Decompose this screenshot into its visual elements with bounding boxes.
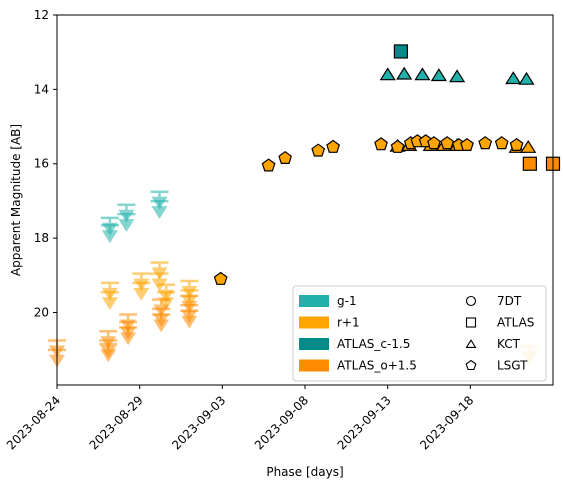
legend-label: 7DT xyxy=(497,294,522,308)
legend-swatch xyxy=(299,316,329,329)
upper-limit-marker xyxy=(150,199,169,219)
upper-limit-marker xyxy=(152,313,171,333)
series-g-1-detection xyxy=(379,66,535,85)
pentagon-point xyxy=(213,271,228,285)
triangle-point xyxy=(520,139,537,153)
pentagon-point xyxy=(374,137,388,151)
triangle-point xyxy=(414,67,431,81)
triangle-point xyxy=(430,68,447,82)
pentagon-point xyxy=(494,136,509,150)
legend-label: KCT xyxy=(497,337,521,351)
y-tick-label: 16 xyxy=(34,157,49,171)
pentagon-point xyxy=(390,139,405,153)
pentagon-point xyxy=(478,136,493,150)
y-tick-label: 14 xyxy=(34,82,49,96)
triangle-point xyxy=(518,71,535,85)
upper-limit-marker xyxy=(100,224,119,244)
legend-swatch xyxy=(299,338,329,350)
legend-pentagon-marker xyxy=(465,359,477,371)
series-g-1-upper_limit xyxy=(100,190,169,244)
pentagon-point xyxy=(311,143,326,157)
x-tick-label: 2023-09-18 xyxy=(417,393,476,452)
y-tick-label: 12 xyxy=(34,8,49,22)
legend-label: g-1 xyxy=(337,294,357,308)
legend-box xyxy=(292,285,547,382)
legend-triangle-marker xyxy=(465,339,477,348)
legend-label: ATLAS_c-1.5 xyxy=(337,337,410,351)
legend-label: LSGT xyxy=(497,359,528,373)
legend-square-marker xyxy=(465,317,477,328)
legend-circle-marker xyxy=(465,295,477,307)
x-tick-label: 2023-08-29 xyxy=(87,393,146,452)
pentagon-point xyxy=(427,136,441,150)
upper-limit-marker xyxy=(132,281,151,301)
square-point xyxy=(393,44,408,59)
pentagon-point xyxy=(278,150,293,164)
upper-limit-marker xyxy=(180,309,199,329)
legend: g-1 r+1 ATLAS_c-1.5 ATLAS_o+1.5 7DT ATLAS KCT L… xyxy=(292,285,547,382)
triangle-point xyxy=(396,66,413,80)
square-point xyxy=(522,156,537,171)
series-r-1-detection xyxy=(213,134,524,285)
pentagon-point xyxy=(509,137,524,151)
triangle-point xyxy=(379,67,396,81)
pentagon-point xyxy=(326,139,341,153)
x-tick-label: 2023-09-03 xyxy=(169,393,228,452)
pentagon-point xyxy=(261,158,276,172)
triangle-point xyxy=(505,71,522,85)
y-tick-label: 20 xyxy=(34,305,49,319)
upper-limit-marker xyxy=(100,290,119,310)
data-marks xyxy=(48,44,561,368)
x-axis-label: Phase [days] xyxy=(266,465,343,479)
upper-limit-marker xyxy=(117,212,136,232)
x-tick-label: 2023-09-13 xyxy=(335,393,394,452)
legend-swatch xyxy=(299,295,329,307)
series-atlas-c-1-5-detection xyxy=(393,44,408,59)
legend-label: ATLAS xyxy=(497,316,534,330)
series-atlas-o-1-5-detection xyxy=(522,156,561,171)
y-axis-label: Apparent Magnitude [AB] xyxy=(9,124,23,276)
x-tick-label: 2023-09-08 xyxy=(252,393,311,452)
legend-swatch xyxy=(299,359,329,372)
legend-label: r+1 xyxy=(337,316,360,330)
legend-label: ATLAS_o+1.5 xyxy=(337,359,417,373)
upper-limit-marker xyxy=(119,326,138,346)
triangle-point xyxy=(449,69,466,83)
pentagon-point xyxy=(460,137,474,151)
x-tick-label: 2023-08-24 xyxy=(4,393,63,452)
series-atlas-o-1-5-upper_limit xyxy=(48,294,199,368)
y-tick-label: 18 xyxy=(34,231,49,245)
upper-limit-marker xyxy=(99,343,118,363)
pentagon-point xyxy=(440,136,455,150)
